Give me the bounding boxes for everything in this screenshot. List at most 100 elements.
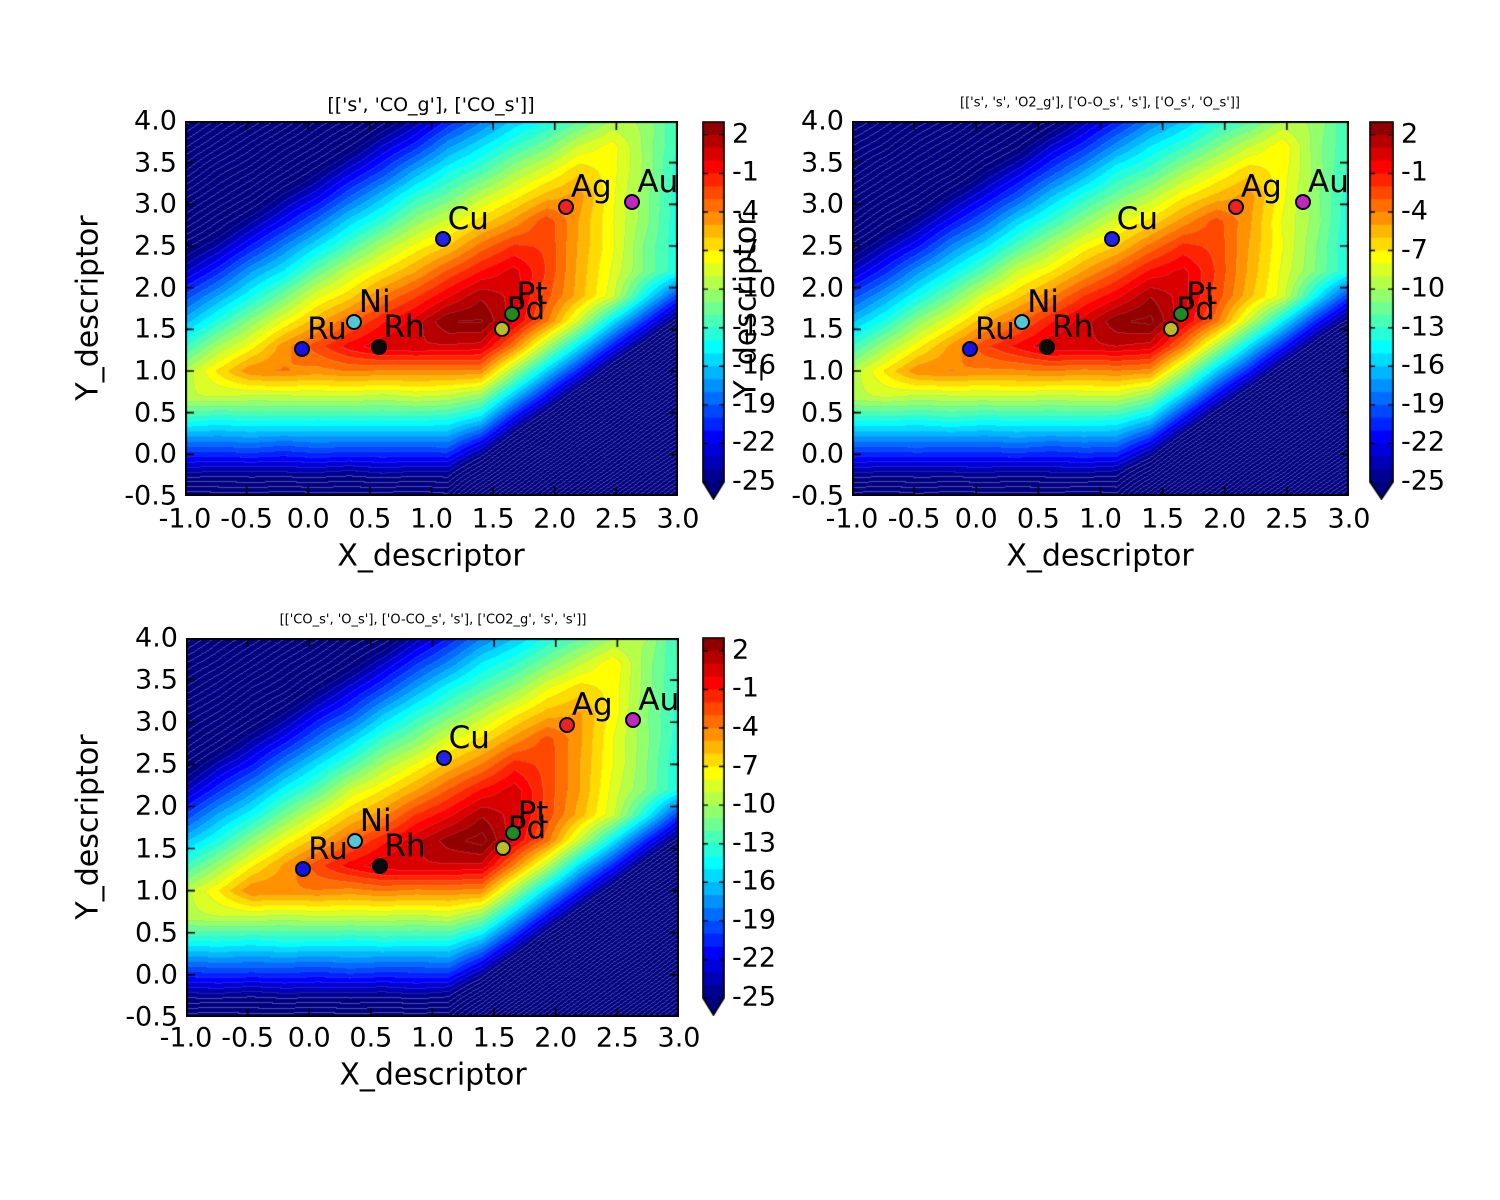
subplot-2-colorbar-tick--16: -16 [1401,349,1446,381]
subplot-1-colorbar [702,121,725,500]
point-label-Ag: Ag [1240,168,1282,205]
point-label-Au: Au [637,163,679,200]
subplot-1-xtick-2.0: 2.0 [533,503,577,535]
subplot-1-ytick--0.5: -0.5 [124,480,177,512]
point-Pd [1163,320,1180,337]
subplot-1-ytick-2.0: 2.0 [134,272,177,304]
point-label-Ru: Ru [307,311,347,348]
subplot-1-contour-canvas [185,121,678,496]
subplot-3-xlabel: X_descriptor [339,1057,527,1093]
point-label-Au: Au [638,681,680,718]
point-Pd [494,839,511,856]
subplot-2-colorbar-tick--25: -25 [1401,465,1446,497]
subplot-2-xtick-3.0: 3.0 [1327,503,1371,535]
subplot-1-ytick-1.0: 1.0 [134,355,177,387]
subplot-3-colorbar-tick--16: -16 [732,865,777,897]
point-label-Ni: Ni [358,283,391,320]
subplot-2-colorbar-tick--4: -4 [1401,195,1428,227]
subplot-1-xtick-1.5: 1.5 [471,503,515,535]
subplot-3-colorbar-tick--13: -13 [732,827,777,859]
point-label-Ag: Ag [570,168,612,205]
subplot-2-ytick-4.0: 4.0 [801,105,844,137]
point-Ni [1014,313,1031,330]
subplot-2-colorbar-tick-2: 2 [1401,118,1419,150]
subplot-1-xtick-0.0: 0.0 [286,503,330,535]
subplot-3-xtick-1.0: 1.0 [411,1022,454,1054]
subplot-3-colorbar-tick-2: 2 [732,634,750,666]
subplot-3-colorbar-tick--7: -7 [732,750,759,782]
subplot-3-xtick-1.5: 1.5 [472,1022,516,1054]
subplot-2-contour-canvas [852,121,1349,496]
subplot-1-title: [['s', 'CO_g'], ['CO_s']] [327,94,535,116]
subplot-2-colorbar-tick--22: -22 [1401,426,1446,458]
subplot-2-colorbar-tick--19: -19 [1401,388,1446,420]
subplot-2-colorbar-tick--7: -7 [1401,234,1428,266]
subplot-3-colorbar-tick--25: -25 [732,981,777,1013]
subplot-1-xtick-0.5: 0.5 [348,503,392,535]
point-label-Au: Au [1308,163,1349,200]
subplot-1-xtick--0.5: -0.5 [220,503,273,535]
point-Ru [962,341,979,358]
subplot-3-xtick-2.0: 2.0 [534,1022,578,1054]
point-Ag [557,198,574,215]
subplot-2-ytick-3.0: 3.0 [801,188,844,220]
subplot-3-xtick--1.0: -1.0 [159,1022,213,1054]
point-Rh [1039,338,1056,355]
subplot-3-ytick-4.0: 4.0 [135,622,178,654]
subplot-2-ytick--0.5: -0.5 [791,480,844,512]
subplot-1-colorbar-tick--16: -16 [732,349,777,381]
point-label-Cu: Cu [1116,201,1158,238]
subplot-1-colorbar-tick--4: -4 [732,195,759,227]
subplot-2-ytick-1.5: 1.5 [801,313,844,345]
subplot-2-xtick-0.0: 0.0 [954,503,998,535]
subplot-1-xtick--1.0: -1.0 [158,503,212,535]
subplot-1-ytick-4.0: 4.0 [134,105,177,137]
subplot-1-ytick-0.0: 0.0 [134,438,177,470]
point-Au [1295,193,1312,210]
point-label-Pt: Pt [1186,275,1218,312]
subplot-1-ytick-1.5: 1.5 [134,313,177,345]
subplot-3-xtick--0.5: -0.5 [221,1022,274,1054]
subplot-3-ytick-0.0: 0.0 [135,959,178,991]
subplot-1-colorbar-tick--25: -25 [732,465,777,497]
subplot-2-colorbar-tick--13: -13 [1401,311,1446,343]
subplot-2-xtick--1.0: -1.0 [825,503,879,535]
point-Ni [346,832,363,849]
subplot-3-xtick-0.0: 0.0 [287,1022,331,1054]
subplot-1-colorbar-tick--1: -1 [732,156,759,188]
subplot-3-xtick-2.5: 2.5 [595,1022,639,1054]
point-label-Rh: Rh [383,308,425,345]
point-Rh [370,338,387,355]
subplot-1-colorbar-tick--13: -13 [732,311,777,343]
subplot-3-colorbar [702,637,725,1016]
subplot-2-ytick-0.5: 0.5 [801,397,844,429]
point-Au [625,711,642,728]
point-Cu [1103,231,1120,248]
subplot-1-colorbar-tick--19: -19 [732,388,777,420]
subplot-3-colorbar-tick--19: -19 [732,904,777,936]
subplot-1-xtick-3.0: 3.0 [656,503,700,535]
point-label-Ni: Ni [359,802,392,839]
point-label-Rh: Rh [384,828,426,865]
subplot-2-title: [['s', 's', 'O2_g'], ['O-O_s', 's'], ['O… [960,95,1240,111]
point-Ag [1227,198,1244,215]
subplot-1-colorbar-tick--7: -7 [732,234,759,266]
subplot-1-ytick-2.5: 2.5 [134,230,177,262]
subplot-2-colorbar-tick--1: -1 [1401,156,1428,188]
subplot-3-contour-canvas [186,638,679,1017]
subplot-1-colorbar-tick--22: -22 [732,426,777,458]
subplot-1-xlabel: X_descriptor [337,538,525,574]
point-Ag [558,716,575,733]
point-label-Ru: Ru [308,830,348,867]
point-Ni [345,313,362,330]
subplot-2-xtick-0.5: 0.5 [1016,503,1060,535]
subplot-2-xtick-1.0: 1.0 [1079,503,1122,535]
point-label-Ni: Ni [1027,283,1060,320]
subplot-2-xtick-2.5: 2.5 [1265,503,1309,535]
point-Pt [1173,305,1190,322]
subplot-3-ytick-1.0: 1.0 [135,875,178,907]
subplot-1-colorbar-tick-2: 2 [732,118,750,150]
subplot-3-ytick-2.0: 2.0 [135,790,178,822]
point-Au [624,193,641,210]
